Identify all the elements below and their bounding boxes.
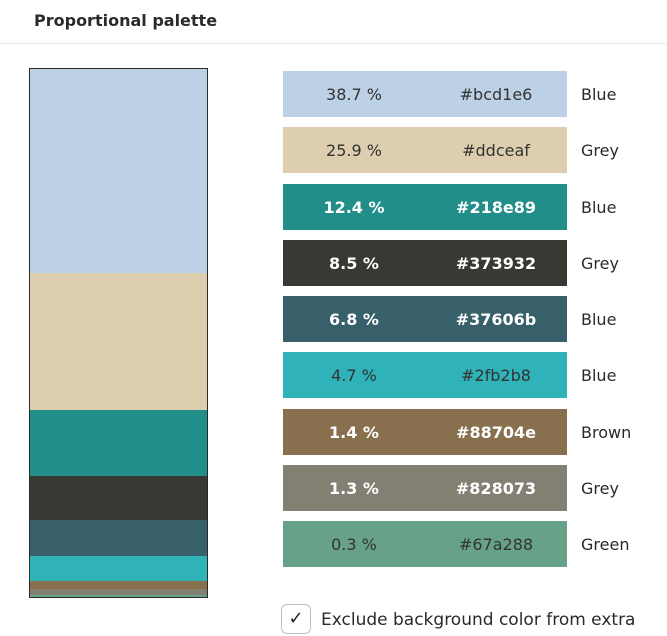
swatch-color-name: Brown [581,422,632,442]
swatch-percent: 8.5 % [329,253,379,273]
color-bar-segment [30,410,207,476]
swatch-percent: 12.4 % [323,197,385,217]
color-bar-segment [30,588,207,596]
swatch-color-name: Grey [581,141,619,161]
color-swatch[interactable]: 1.3 % #828073 [283,464,567,511]
swatch-color-name: Blue [581,310,617,329]
swatch-row: 1.4 % #88704e Brown [283,408,667,455]
color-swatch[interactable]: 0.3 % #67a288 [283,521,567,567]
swatch-row: 25.9 % #ddceaf Grey [283,127,667,174]
swatch-color-name: Blue [581,197,617,217]
color-bar-segment [30,475,207,521]
panel-title: Proportional palette [34,11,218,30]
exclude-background-option[interactable]: ✓ Exclude background color from extra [281,604,667,636]
color-swatch[interactable]: 12.4 % #218e89 [283,183,567,230]
swatch-color-name: Blue [581,366,617,386]
swatch-hex-code[interactable]: #373932 [455,253,537,273]
swatch-color-name: Grey [581,478,619,498]
swatch-color-name: Green [581,535,630,554]
color-swatch[interactable]: 25.9 % #ddceaf [283,127,567,174]
proportional-color-bar [29,68,208,598]
swatch-percent: 1.3 % [329,478,379,498]
swatch-percent: 1.4 % [329,422,379,442]
color-swatch[interactable]: 1.4 % #88704e [283,408,567,455]
swatch-percent: 4.7 % [331,366,377,386]
color-bar-segment [30,595,207,597]
swatch-row: 1.3 % #828073 Grey [283,464,667,511]
exclude-background-checkbox[interactable]: ✓ [281,604,311,634]
swatch-row: 12.4 % #218e89 Blue [283,183,667,230]
swatch-hex-code[interactable]: #218e89 [456,197,536,217]
swatch-color-name: Blue [581,85,617,104]
swatch-hex-code[interactable]: #88704e [456,422,536,442]
swatch-row: 4.7 % #2fb2b8 Blue [283,352,667,399]
swatch-percent: 38.7 % [326,85,382,104]
swatch-hex-code[interactable]: #2fb2b8 [461,366,531,386]
color-swatch[interactable]: 38.7 % #bcd1e6 [283,71,567,117]
swatch-hex-code[interactable]: #bcd1e6 [459,85,533,104]
swatch-row: 6.8 % #37606b Blue [283,296,667,342]
swatch-row: 38.7 % #bcd1e6 Blue [283,71,667,117]
color-bar-segment [30,69,207,274]
swatch-percent: 0.3 % [331,535,377,554]
swatch-hex-code[interactable]: #67a288 [458,535,534,554]
color-swatch[interactable]: 4.7 % #2fb2b8 [283,352,567,399]
panel-header: Proportional palette [0,0,667,44]
swatch-percent: 6.8 % [329,310,379,329]
swatch-hex-code[interactable]: #37606b [455,310,537,329]
color-bar-segment [30,581,207,589]
color-swatch[interactable]: 6.8 % #37606b [283,296,567,342]
swatch-color-name: Grey [581,253,619,273]
swatch-hex-code[interactable]: #ddceaf [462,141,530,161]
swatch-row: 0.3 % #67a288 Green [283,521,667,567]
swatch-percent: 25.9 % [326,141,382,161]
color-swatch[interactable]: 8.5 % #373932 [283,239,567,286]
swatch-hex-code[interactable]: #828073 [455,478,537,498]
color-bar-segment [30,520,207,557]
exclude-background-label[interactable]: Exclude background color from extra [321,610,636,630]
color-bar-segment [30,273,207,411]
swatch-row: 8.5 % #373932 Grey [283,239,667,286]
color-bar-segment [30,556,207,582]
